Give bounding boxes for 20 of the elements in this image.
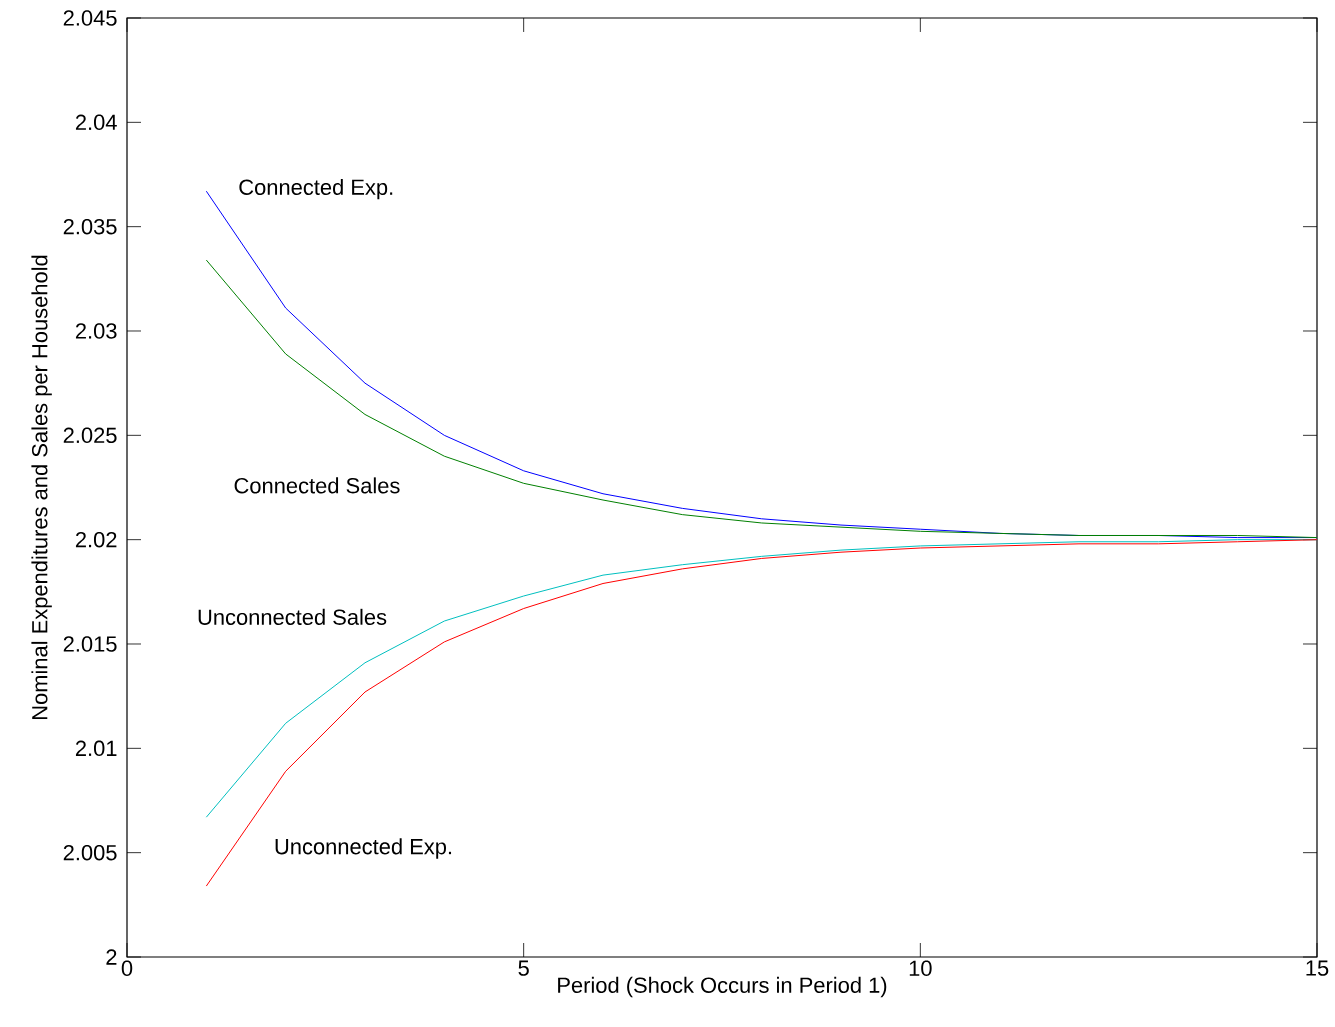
y-tick-label: 2 [106, 949, 117, 965]
series-label: Connected Exp. [239, 178, 393, 200]
y-tick-label: 2.04 [75, 114, 117, 131]
series-label: Unconnected Sales [198, 608, 387, 625]
y-tick-label: 2.025 [63, 427, 117, 444]
x-tick-label: 5 [518, 960, 529, 976]
y-tick-label: 2.045 [63, 10, 117, 26]
x-tick-label: 0 [121, 960, 133, 977]
y-tick-label: 2.01 [75, 740, 117, 757]
y-axis-title: Nominal Expenditures and Sales per Household [31, 255, 52, 720]
y-tick-label: 2.02 [75, 531, 117, 548]
series-label: Unconnected Exp. [275, 838, 452, 859]
x-tick-label: 15 [1306, 960, 1329, 976]
series-label: Connected Sales [234, 477, 400, 494]
y-tick-label: 2.03 [75, 323, 117, 339]
y-tick-label: 2.015 [63, 636, 117, 652]
y-tick-label: 2.035 [63, 218, 117, 235]
x-axis-title: Period (Shock Occurs in Period 1) [558, 976, 887, 998]
y-tick-label: 2.005 [63, 844, 117, 861]
x-tick-label: 10 [909, 960, 932, 977]
